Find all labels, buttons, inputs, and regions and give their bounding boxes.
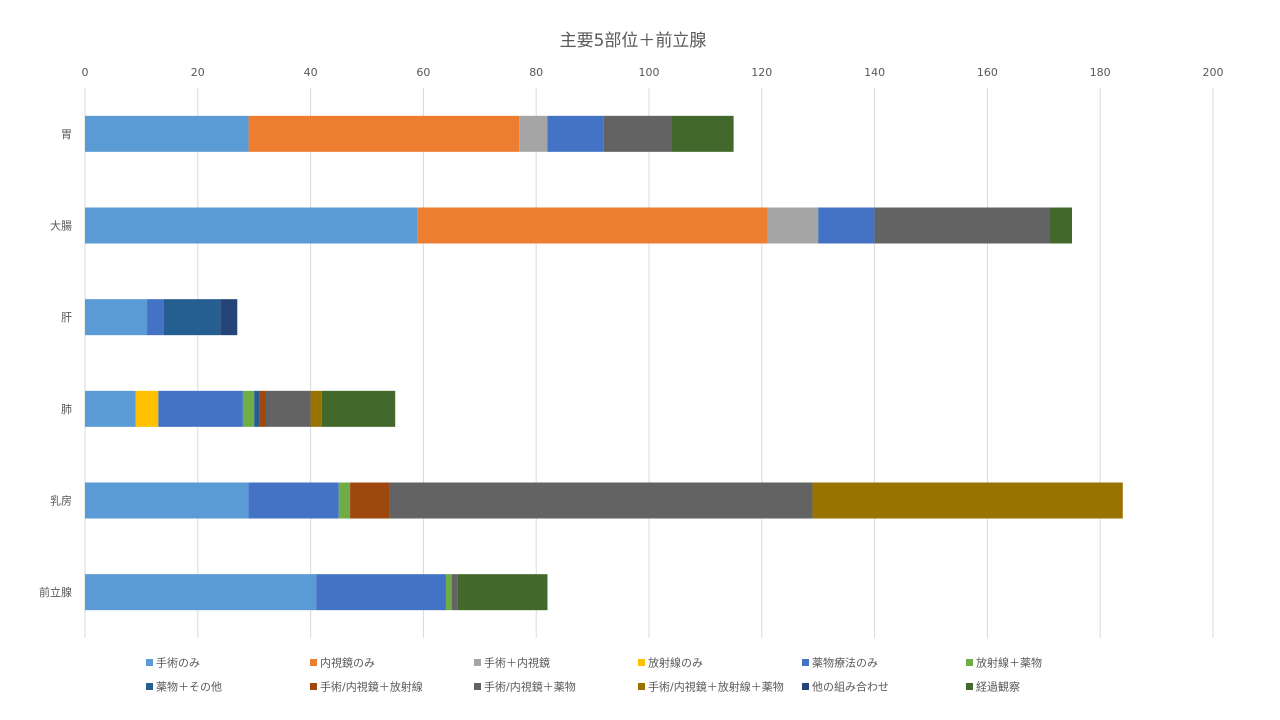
category-label: 前立腺 [39, 585, 72, 599]
category-label: 大腸 [50, 219, 72, 233]
bar-segment [519, 115, 548, 152]
legend-swatch [310, 683, 317, 690]
legend-swatch [474, 659, 481, 666]
legend-swatch [638, 683, 645, 690]
legend-label: 放射線＋薬物 [976, 656, 1042, 670]
bar-segment [220, 299, 238, 336]
x-tick-label: 80 [529, 66, 543, 79]
bar-segment [85, 574, 317, 611]
legend-swatch [966, 659, 973, 666]
legend-swatch [474, 683, 481, 690]
x-tick-label: 140 [864, 66, 885, 79]
bar-segment [417, 207, 768, 244]
x-tick-label: 160 [977, 66, 998, 79]
category-label: 肺 [61, 403, 72, 416]
legend-label: 手術のみ [156, 656, 200, 670]
bar-segment [163, 299, 221, 336]
category-label: 乳房 [50, 495, 72, 508]
x-tick-label: 180 [1090, 66, 1111, 79]
bar-segment [350, 482, 390, 519]
x-tick-label: 200 [1203, 66, 1224, 79]
legend-swatch [966, 683, 973, 690]
bar-segment [242, 390, 255, 427]
bar-segment [259, 390, 266, 427]
bar-segment [445, 574, 452, 611]
legend-swatch [638, 659, 645, 666]
bar-segment [85, 482, 249, 519]
legend-label: 放射線のみ [648, 656, 703, 670]
bar-segment [254, 390, 260, 427]
x-axis-ticks: 0 20 40 60 80 100 120 140 160 180 200 [82, 66, 1224, 79]
bar-segment [338, 482, 351, 519]
legend-swatch [802, 659, 809, 666]
legend-label: 経過観察 [976, 680, 1020, 694]
bar-segment [135, 390, 159, 427]
bars [85, 115, 1123, 611]
legend-label: 内視鏡のみ [320, 656, 375, 670]
x-tick-label: 100 [639, 66, 660, 79]
legend-label: 手術/内視鏡＋放射線 [320, 680, 423, 694]
bar-segment [85, 115, 249, 152]
bar-segment [1049, 207, 1072, 244]
bar-segment [85, 207, 418, 244]
bar-segment [248, 482, 339, 519]
legend-label: 手術/内視鏡＋薬物 [484, 680, 576, 694]
bar-segment [874, 207, 1050, 244]
bar-segment [147, 299, 164, 336]
bar-segment [671, 115, 734, 152]
bar-segment [310, 390, 322, 427]
bar-segment [812, 482, 1123, 519]
legend-label: 他の組み合わせ [812, 680, 889, 694]
bar-segment [85, 390, 136, 427]
category-label: 肝 [61, 311, 72, 324]
bar-segment [158, 390, 243, 427]
legend-label: 薬物療法のみ [812, 656, 878, 670]
x-tick-label: 0 [82, 66, 89, 79]
legend-label: 手術/内視鏡＋放射線＋薬物 [648, 680, 784, 694]
legend-swatch [146, 659, 153, 666]
bar-segment [389, 482, 813, 519]
bar-segment [547, 115, 604, 152]
legend-swatch [802, 683, 809, 690]
bar-segment [603, 115, 672, 152]
x-tick-label: 20 [191, 66, 205, 79]
x-tick-label: 120 [751, 66, 772, 79]
bar-segment [457, 574, 548, 611]
x-tick-label: 60 [416, 66, 430, 79]
category-label: 胃 [61, 128, 72, 141]
bar-segment [451, 574, 458, 611]
bar-segment [316, 574, 446, 611]
bar-segment [248, 115, 520, 152]
bar-segment [818, 207, 875, 244]
x-tick-label: 40 [304, 66, 318, 79]
legend-label: 手術＋内視鏡 [484, 656, 550, 670]
bar-segment [321, 390, 396, 427]
legend-label: 薬物＋その他 [156, 680, 222, 694]
bar-segment [85, 299, 148, 336]
bar-segment [767, 207, 819, 244]
gridlines [84, 88, 1214, 638]
legend-swatch [310, 659, 317, 666]
legend-swatch [146, 683, 153, 690]
bar-segment [265, 390, 311, 427]
chart-title: 主要5部位＋前立腺 [560, 31, 707, 51]
